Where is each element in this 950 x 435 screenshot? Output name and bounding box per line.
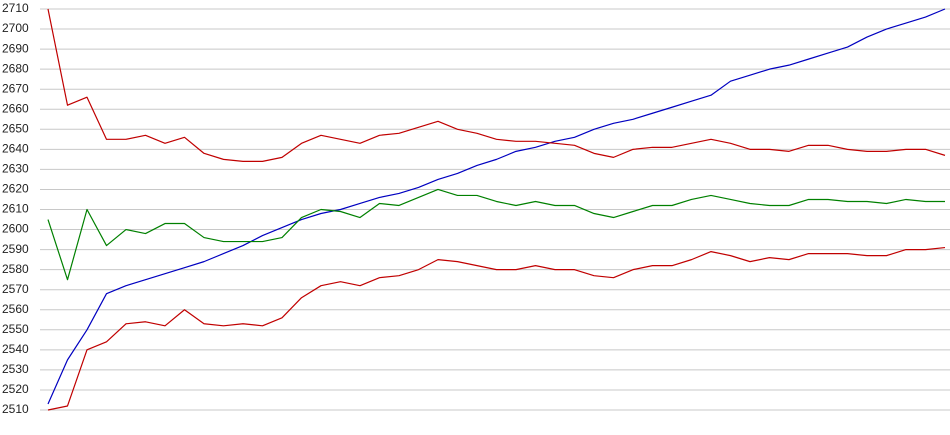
y-tick-label: 2570 <box>2 282 29 296</box>
y-tick-label: 2660 <box>2 101 29 115</box>
y-tick-label: 2710 <box>2 1 29 15</box>
y-tick-label: 2670 <box>2 81 29 95</box>
line-series <box>47 8 946 162</box>
y-tick-label: 2590 <box>2 242 29 256</box>
y-tick-label: 2510 <box>2 402 29 416</box>
line-series <box>47 188 945 281</box>
y-tick-label: 2540 <box>2 342 29 356</box>
y-tick-label: 2610 <box>2 202 29 216</box>
y-tick-label: 2650 <box>2 121 29 135</box>
y-tick-label: 2640 <box>2 142 29 156</box>
y-tick-label: 2700 <box>2 21 29 35</box>
line-series <box>47 8 946 405</box>
y-tick-label: 2580 <box>2 262 29 276</box>
y-tick-label: 2620 <box>2 182 29 196</box>
y-tick-label: 2530 <box>2 362 29 376</box>
y-tick-label: 2560 <box>2 302 29 316</box>
y-tick-label: 2680 <box>2 61 29 75</box>
y-tick-label: 2630 <box>2 162 29 176</box>
y-tick-label: 2600 <box>2 222 29 236</box>
y-tick-label: 2550 <box>2 322 29 336</box>
y-tick-label: 2520 <box>2 382 29 396</box>
y-tick-label: 2690 <box>2 41 29 55</box>
line-series <box>47 246 946 411</box>
